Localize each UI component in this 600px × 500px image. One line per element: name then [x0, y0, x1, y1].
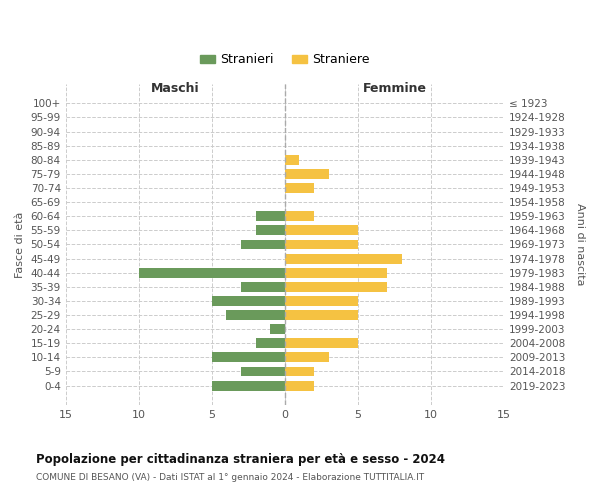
Bar: [212, 296, 285, 306]
Y-axis label: Anni di nascita: Anni di nascita: [575, 203, 585, 285]
Text: Femmine: Femmine: [362, 82, 427, 95]
Bar: [285, 296, 358, 306]
Bar: [285, 380, 314, 390]
Bar: [212, 380, 285, 390]
Bar: [241, 366, 285, 376]
Bar: [285, 169, 329, 179]
Bar: [285, 268, 387, 278]
Legend: Stranieri, Straniere: Stranieri, Straniere: [195, 48, 374, 72]
Y-axis label: Fasce di età: Fasce di età: [15, 212, 25, 278]
Bar: [256, 212, 285, 221]
Text: Popolazione per cittadinanza straniera per età e sesso - 2024: Popolazione per cittadinanza straniera p…: [36, 452, 445, 466]
Bar: [285, 226, 358, 235]
Bar: [285, 240, 358, 250]
Bar: [270, 324, 285, 334]
Bar: [285, 352, 329, 362]
Bar: [285, 310, 358, 320]
Bar: [241, 240, 285, 250]
Bar: [212, 352, 285, 362]
Bar: [256, 338, 285, 348]
Bar: [285, 282, 387, 292]
Bar: [285, 183, 314, 193]
Bar: [226, 310, 285, 320]
Bar: [285, 155, 299, 164]
Bar: [256, 226, 285, 235]
Bar: [285, 366, 314, 376]
Bar: [285, 338, 358, 348]
Bar: [285, 254, 401, 264]
Bar: [285, 212, 314, 221]
Text: Maschi: Maschi: [151, 82, 200, 95]
Bar: [241, 282, 285, 292]
Bar: [139, 268, 285, 278]
Text: COMUNE DI BESANO (VA) - Dati ISTAT al 1° gennaio 2024 - Elaborazione TUTTITALIA.: COMUNE DI BESANO (VA) - Dati ISTAT al 1°…: [36, 472, 424, 482]
